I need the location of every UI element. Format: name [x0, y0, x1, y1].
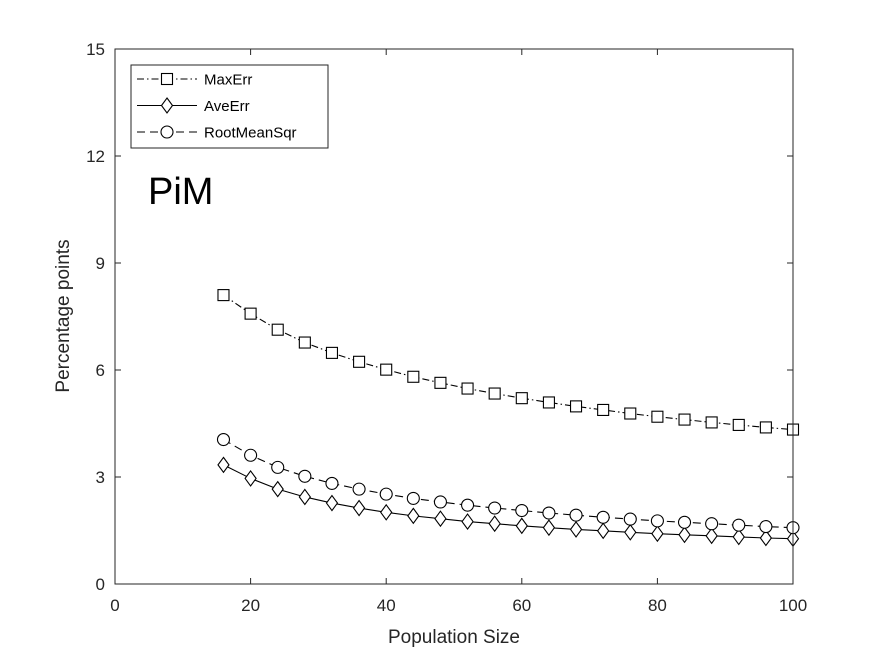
data-point-rootmeansqr — [379, 487, 393, 501]
x-tick-label: 100 — [779, 596, 807, 615]
data-point-aveerr — [271, 480, 284, 498]
series-line-maxerr — [223, 294, 794, 431]
data-point-aveerr — [488, 515, 501, 533]
data-point-maxerr — [271, 323, 284, 336]
data-point-maxerr — [705, 416, 718, 429]
legend-label: MaxErr — [204, 72, 252, 89]
axes-layer: 0 20 40 60 80 100 0 3 6 9 12 15 — [86, 40, 807, 615]
data-point-maxerr — [569, 400, 583, 413]
data-point-maxerr — [434, 376, 447, 389]
data-point-rootmeansqr — [433, 495, 447, 509]
legend: MaxErr AveErr RootMeanSqr — [130, 64, 329, 149]
data-point-aveerr — [759, 529, 773, 547]
data-point-aveerr — [461, 513, 474, 531]
series-aveerr — [217, 456, 800, 548]
data-point-maxerr — [488, 387, 501, 400]
data-point-aveerr — [407, 507, 420, 525]
data-point-maxerr — [542, 396, 555, 409]
x-tick-label: 80 — [648, 596, 667, 615]
data-point-aveerr — [732, 528, 745, 546]
y-axis-label: Percentage points — [53, 239, 74, 392]
data-point-maxerr — [678, 413, 691, 426]
y-tick-label: 12 — [86, 147, 105, 166]
data-point-maxerr — [244, 307, 257, 320]
legend-marker-square-icon — [160, 72, 174, 86]
legend-entry-rootmeansqr: RootMeanSqr — [137, 125, 297, 142]
y-tick-label: 15 — [86, 40, 105, 59]
legend-marker-diamond-icon — [160, 97, 174, 114]
data-point-rootmeansqr — [569, 508, 583, 522]
data-point-rootmeansqr — [759, 520, 773, 534]
data-point-aveerr — [434, 510, 447, 528]
data-point-rootmeansqr — [488, 501, 502, 515]
data-point-maxerr — [353, 355, 366, 368]
data-point-rootmeansqr — [623, 512, 637, 526]
data-point-aveerr — [678, 526, 691, 544]
data-point-aveerr — [596, 522, 610, 540]
data-point-maxerr — [298, 336, 311, 349]
axes-box — [114, 48, 794, 585]
data-point-rootmeansqr — [216, 432, 231, 447]
y-tick-label: 3 — [96, 468, 105, 487]
data-point-rootmeansqr — [677, 515, 692, 529]
data-point-maxerr — [325, 346, 339, 359]
data-point-rootmeansqr — [650, 514, 664, 528]
x-tick-label: 20 — [241, 596, 260, 615]
data-point-aveerr — [624, 523, 637, 541]
data-point-maxerr — [651, 410, 664, 423]
data-point-rootmeansqr — [406, 491, 420, 505]
data-point-aveerr — [569, 520, 583, 538]
data-point-rootmeansqr — [271, 460, 285, 474]
data-point-rootmeansqr — [325, 476, 339, 490]
data-point-rootmeansqr — [732, 518, 746, 532]
data-point-aveerr — [542, 519, 556, 537]
x-tick-label: 60 — [512, 596, 531, 615]
y-tick-label: 0 — [96, 575, 105, 594]
legend-entry-aveerr: AveErr — [137, 97, 250, 115]
data-point-aveerr — [325, 494, 339, 512]
data-point-maxerr — [515, 392, 528, 405]
data-point-aveerr — [705, 527, 718, 545]
data-point-rootmeansqr — [515, 503, 529, 518]
x-tick-label: 0 — [110, 596, 119, 615]
data-point-rootmeansqr — [542, 506, 556, 520]
chart-annotation: PiM — [148, 171, 213, 213]
data-point-aveerr — [352, 499, 366, 517]
data-point-maxerr — [624, 407, 637, 420]
data-point-rootmeansqr — [596, 510, 610, 524]
data-point-maxerr — [597, 403, 610, 416]
data-point-aveerr — [651, 525, 664, 543]
data-point-maxerr — [380, 363, 393, 376]
data-point-rootmeansqr — [244, 448, 258, 462]
data-point-maxerr — [407, 370, 420, 383]
data-point-maxerr — [461, 382, 474, 395]
data-point-maxerr — [759, 421, 772, 434]
data-point-rootmeansqr — [352, 482, 366, 496]
legend-marker-circle-icon — [160, 125, 174, 139]
series-line-aveerr — [223, 464, 794, 540]
x-axis-label: Population Size — [388, 627, 520, 648]
data-point-rootmeansqr — [298, 469, 312, 483]
data-point-aveerr — [515, 517, 528, 535]
data-point-rootmeansqr — [461, 498, 475, 512]
data-point-aveerr — [380, 503, 393, 521]
x-tick-label: 40 — [377, 596, 396, 615]
data-point-aveerr — [217, 456, 230, 474]
data-point-aveerr — [244, 469, 257, 487]
legend-label: RootMeanSqr — [204, 125, 297, 142]
y-tick-label: 6 — [96, 361, 105, 380]
series-rootmeansqr — [216, 432, 800, 535]
data-point-maxerr — [217, 289, 230, 302]
legend-entry-maxerr: MaxErr — [137, 72, 252, 89]
data-point-maxerr — [732, 418, 745, 431]
series-line-rootmeansqr — [223, 439, 794, 529]
data-point-aveerr — [298, 488, 312, 506]
y-tick-label: 9 — [96, 254, 105, 273]
legend-label: AveErr — [204, 98, 250, 115]
data-point-rootmeansqr — [705, 517, 719, 531]
